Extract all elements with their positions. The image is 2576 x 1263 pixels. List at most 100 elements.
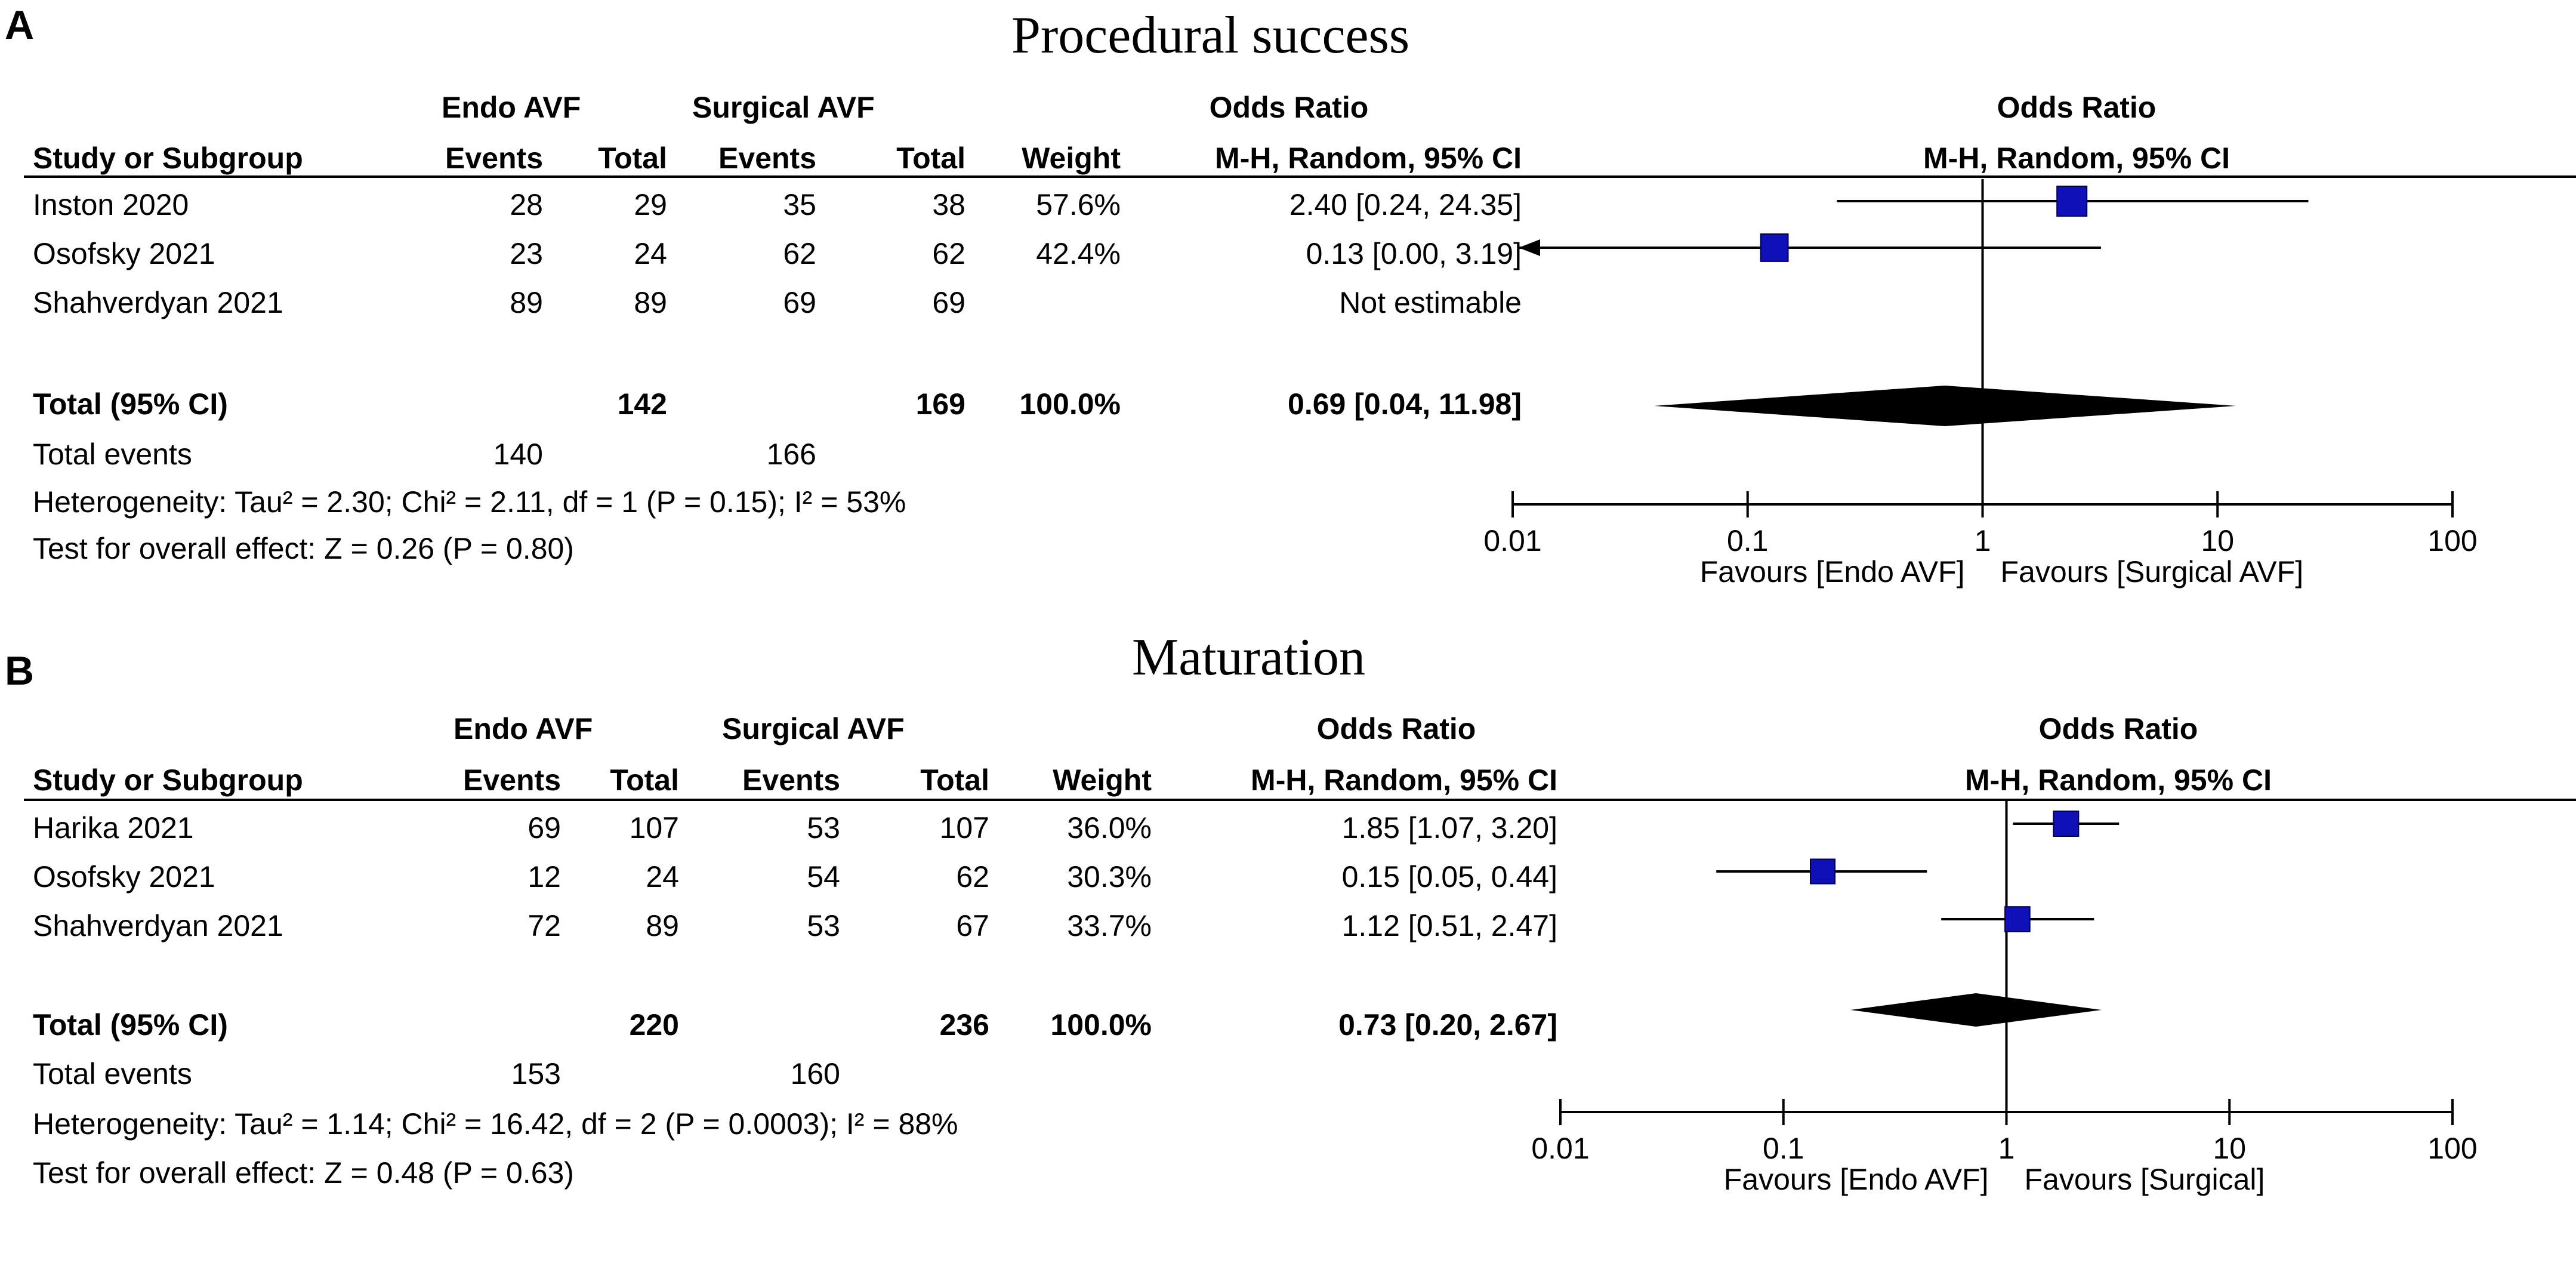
total-1: 220 (629, 1008, 679, 1042)
total-1: 107 (629, 811, 679, 845)
total-1: 29 (634, 188, 667, 221)
events-1: 89 (510, 286, 543, 319)
odds-ratio: Not estimable (1339, 286, 1522, 319)
panel-title: Maturation (1132, 629, 1366, 686)
total-odds-ratio: 0.73 [0.20, 2.67] (1338, 1008, 1557, 1042)
study-name: Osofsky 2021 (33, 237, 215, 270)
odds-ratio: 0.15 [0.05, 0.44] (1341, 860, 1557, 894)
panel-label: A (5, 2, 35, 48)
col-total-1: Total (610, 763, 679, 797)
events-1: 72 (527, 909, 561, 942)
x-tick-label: 100 (2427, 524, 2477, 557)
study-name: Osofsky 2021 (33, 860, 215, 894)
col-study: Study or Subgroup (33, 141, 303, 175)
col-study: Study or Subgroup (33, 763, 303, 797)
total-odds-ratio: 0.69 [0.04, 11.98] (1288, 387, 1522, 421)
total-1: 142 (617, 387, 667, 421)
effect-header-right: Odds Ratio (2038, 712, 2198, 746)
group2-header: Surgical AVF (692, 91, 875, 124)
total-events-2: 160 (790, 1057, 840, 1091)
x-tick-label: 1 (1975, 524, 1991, 557)
overall-effect: Test for overall effect: Z = 0.48 (P = 0… (33, 1156, 574, 1190)
favours-left-label: Favours [Endo AVF] (1700, 555, 1965, 589)
study-point (1760, 233, 1789, 262)
x-tick-label: 0.01 (1531, 1132, 1589, 1165)
col-total-2: Total (920, 763, 989, 797)
effect-header-left: Odds Ratio (1316, 712, 1476, 746)
total-events-1: 140 (493, 438, 543, 471)
total-2: 62 (956, 860, 989, 894)
col-or-plot: M-H, Random, 95% CI (1923, 141, 2230, 175)
forest-plot: 0.01 0.1 1 10 100 Favours [Endo AVF] Favours [… (1531, 800, 2478, 1196)
favours-right-label: Favours [Surgical AVF] (2001, 555, 2304, 589)
x-tick-label: 0.1 (1727, 524, 1769, 557)
events-2: 69 (783, 286, 816, 319)
x-tick-label: 10 (2201, 524, 2234, 557)
total-2: 169 (915, 387, 965, 421)
weight: 33.7% (1067, 909, 1152, 942)
total-2: 236 (939, 1008, 989, 1042)
events-2: 53 (807, 909, 840, 942)
effect-header-right: Odds Ratio (1997, 91, 2157, 124)
weight: 30.3% (1067, 860, 1152, 894)
ci-arrow-icon (1519, 239, 1540, 256)
total-label: Total (95% CI) (33, 387, 228, 421)
study-point (2004, 906, 2031, 932)
total-2: 38 (932, 188, 965, 221)
pooled-diamond (1850, 993, 2102, 1027)
panel-maturation: B Maturation Endo AVF Surgical AVF Odds … (0, 632, 2576, 1263)
col-or-plot: M-H, Random, 95% CI (1965, 763, 2272, 797)
heterogeneity: Heterogeneity: Tau² = 2.30; Chi² = 2.11,… (33, 485, 906, 519)
col-weight: Weight (1053, 763, 1152, 797)
heterogeneity: Heterogeneity: Tau² = 1.14; Chi² = 16.42… (33, 1107, 958, 1141)
total-1: 24 (634, 237, 667, 270)
forest-plot: 0.01 0.1 1 10 100 Favours [Endo AVF] Favours [… (1483, 179, 2478, 589)
total-2: 67 (956, 909, 989, 942)
total-label: Total (95% CI) (33, 1008, 228, 1042)
col-total-1: Total (598, 141, 667, 175)
favours-left-label: Favours [Endo AVF] (1724, 1163, 1989, 1196)
panel-procedural-success: A Procedural success Endo AVF Surgical A… (5, 2, 2576, 589)
x-tick-label: 10 (2213, 1132, 2246, 1165)
group2-header: Surgical AVF (722, 712, 905, 746)
odds-ratio: 2.40 [0.24, 24.35] (1289, 188, 1522, 221)
col-events-2: Events (718, 141, 816, 175)
panel-label: B (5, 648, 35, 694)
overall-effect: Test for overall effect: Z = 0.26 (P = 0… (33, 532, 574, 565)
col-events-2: Events (742, 763, 840, 797)
header-rule (24, 799, 2576, 801)
x-tick-label: 0.01 (1483, 524, 1541, 557)
header-rule (24, 175, 2576, 178)
col-events-1: Events (463, 763, 561, 797)
events-2: 54 (807, 860, 840, 894)
x-tick-label: 1 (1998, 1132, 2015, 1165)
col-or: M-H, Random, 95% CI (1251, 763, 1557, 797)
x-tick-label: 0.1 (1763, 1132, 1804, 1165)
odds-ratio: 0.13 [0.00, 3.19] (1306, 237, 1522, 270)
total-2: 69 (932, 286, 965, 319)
pooled-diamond (1654, 386, 2236, 426)
events-1: 69 (527, 811, 561, 845)
total-events-2: 166 (766, 438, 816, 471)
study-point (2056, 186, 2088, 217)
favours-right-label: Favours [Surgical] (2025, 1163, 2265, 1196)
events-2: 35 (783, 188, 816, 221)
weight: 57.6% (1036, 188, 1121, 221)
total-2: 107 (939, 811, 989, 845)
col-or: M-H, Random, 95% CI (1215, 141, 1522, 175)
events-1: 23 (510, 237, 543, 270)
weight: 36.0% (1067, 811, 1152, 845)
total-events-label: Total events (33, 438, 192, 471)
col-events-1: Events (445, 141, 543, 175)
study-name: Shahverdyan 2021 (33, 909, 283, 942)
total-1: 89 (646, 909, 679, 942)
total-2: 62 (932, 237, 965, 270)
total-events-label: Total events (33, 1057, 192, 1091)
events-2: 53 (807, 811, 840, 845)
group1-header: Endo AVF (442, 91, 581, 124)
x-tick-label: 100 (2427, 1132, 2477, 1165)
study-name: Inston 2020 (33, 188, 189, 221)
col-weight: Weight (1022, 141, 1121, 175)
total-weight: 100.0% (1050, 1008, 1152, 1042)
group1-header: Endo AVF (454, 712, 593, 746)
